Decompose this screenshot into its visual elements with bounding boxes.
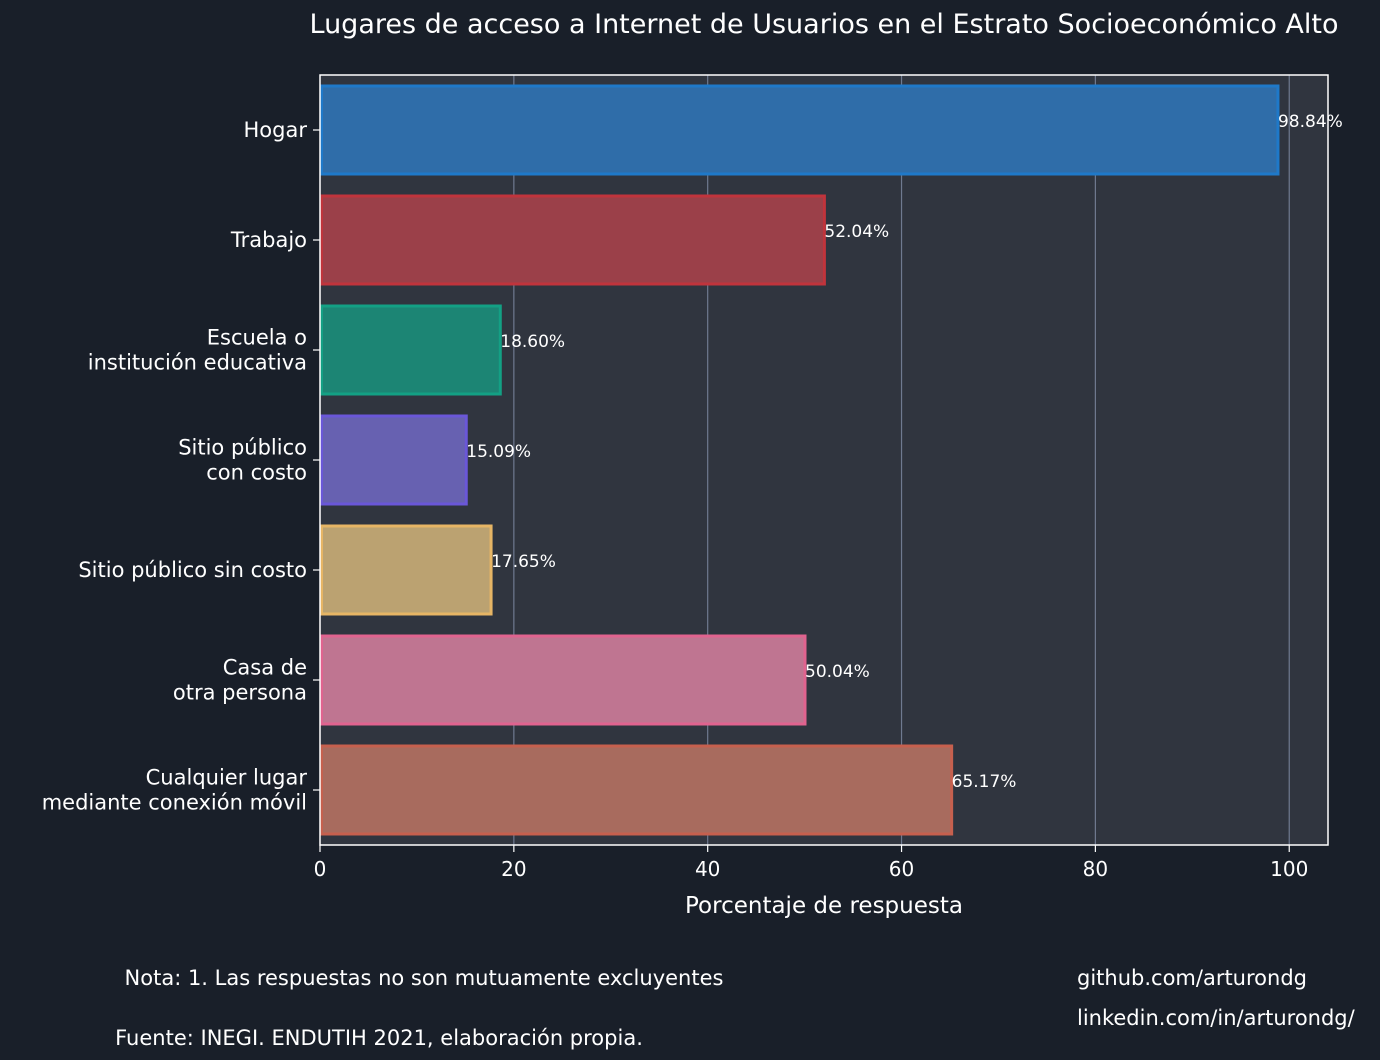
chart-title: Lugares de acceso a Internet de Usuarios… [310, 9, 1339, 40]
category-label: Casa de [223, 656, 307, 680]
bar [320, 634, 807, 726]
value-label: 65.17% [952, 772, 1017, 792]
bar [320, 84, 1280, 176]
category-label: Hogar [244, 118, 308, 142]
bar [320, 524, 493, 616]
category-label: Escuela o [207, 326, 307, 350]
x-tick-label: 0 [314, 857, 327, 881]
category-label: Sitio público [178, 436, 307, 460]
x-axis-ticks: 0 20 40 60 80 100 [314, 845, 1308, 881]
value-label: 15.09% [466, 442, 531, 462]
value-label: 98.84% [1278, 112, 1343, 132]
x-tick-label: 80 [1083, 857, 1108, 881]
footer-source: Fuente: INEGI. ENDUTIH 2021, elaboración… [115, 1026, 643, 1050]
bar [320, 304, 502, 396]
plot-frame [319, 74, 1329, 846]
x-axis-label: Porcentaje de respuesta [685, 893, 963, 919]
category-label: con costo [206, 461, 307, 485]
linkedin-link[interactable]: linkedin.com/in/arturondg/ [1077, 1006, 1356, 1030]
bars [320, 84, 1280, 836]
bar [320, 414, 468, 506]
value-label: 52.04% [824, 222, 889, 242]
value-label: 50.04% [805, 662, 870, 682]
category-label: otra persona [173, 681, 307, 705]
value-label: 18.60% [500, 332, 565, 352]
category-label: Sitio público sin costo [78, 558, 307, 582]
x-tick-label: 100 [1270, 857, 1308, 881]
footer-note: Nota: 1. Las respuestas no son mutuament… [125, 966, 724, 990]
bar [320, 744, 954, 836]
github-link[interactable]: github.com/arturondg [1077, 966, 1307, 990]
bar [320, 194, 826, 286]
category-label: Trabajo [230, 228, 307, 252]
category-label: mediante conexión móvil [42, 791, 307, 815]
category-label: Cualquier lugar [146, 766, 308, 790]
x-tick-label: 20 [501, 857, 526, 881]
value-labels: 98.84% 52.04% 18.60% 15.09% 17.65% 50.04% 65.1… [466, 112, 1343, 792]
x-tick-label: 40 [695, 857, 720, 881]
category-label: institución educativa [88, 351, 307, 375]
x-tick-label: 60 [889, 857, 914, 881]
value-label: 17.65% [491, 552, 556, 572]
